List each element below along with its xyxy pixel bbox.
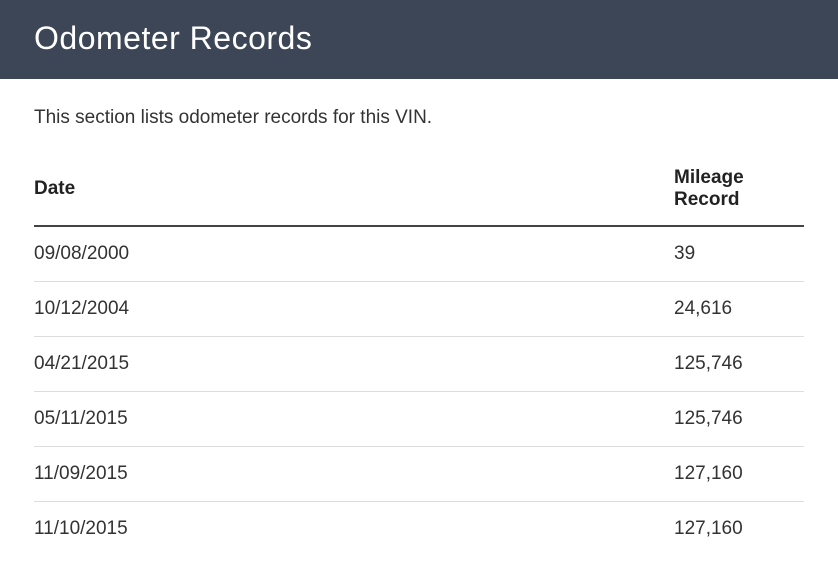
table-row: 09/08/200039 <box>34 226 804 282</box>
cell-date: 04/21/2015 <box>34 337 674 392</box>
cell-mileage: 127,160 <box>674 502 804 557</box>
column-header-mileage: Mileage Record <box>674 167 804 226</box>
cell-mileage: 127,160 <box>674 447 804 502</box>
cell-date: 05/11/2015 <box>34 392 674 447</box>
table-header-row: Date Mileage Record <box>34 167 804 226</box>
table-row: 10/12/200424,616 <box>34 282 804 337</box>
cell-date: 09/08/2000 <box>34 226 674 282</box>
table-row: 04/21/2015125,746 <box>34 337 804 392</box>
table-row: 11/10/2015127,160 <box>34 502 804 557</box>
cell-mileage: 125,746 <box>674 337 804 392</box>
odometer-table: Date Mileage Record 09/08/20003910/12/20… <box>34 167 804 556</box>
cell-mileage: 125,746 <box>674 392 804 447</box>
page-title: Odometer Records <box>34 20 804 57</box>
cell-mileage: 24,616 <box>674 282 804 337</box>
table-row: 11/09/2015127,160 <box>34 447 804 502</box>
cell-date: 11/09/2015 <box>34 447 674 502</box>
cell-date: 11/10/2015 <box>34 502 674 557</box>
table-row: 05/11/2015125,746 <box>34 392 804 447</box>
cell-mileage: 39 <box>674 226 804 282</box>
cell-date: 10/12/2004 <box>34 282 674 337</box>
header-bar: Odometer Records <box>0 0 838 79</box>
column-header-date: Date <box>34 167 674 226</box>
section-description: This section lists odometer records for … <box>34 107 804 129</box>
content-area: This section lists odometer records for … <box>0 79 838 556</box>
